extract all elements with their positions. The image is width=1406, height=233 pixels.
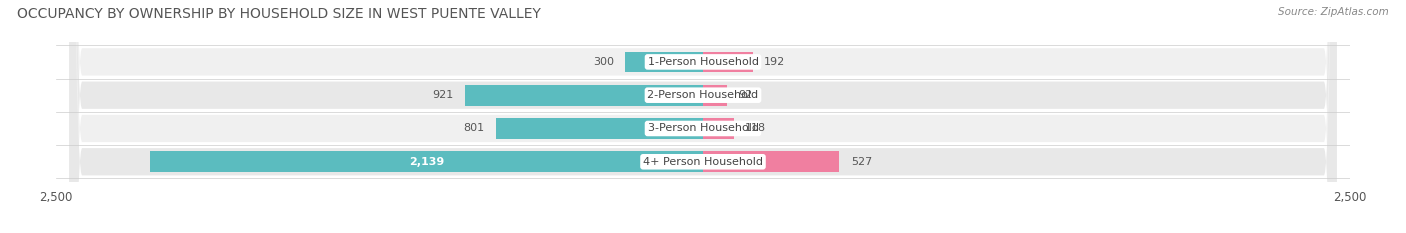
FancyBboxPatch shape bbox=[69, 0, 1337, 233]
Text: 92: 92 bbox=[738, 90, 752, 100]
Text: 2-Person Household: 2-Person Household bbox=[647, 90, 759, 100]
Text: 801: 801 bbox=[463, 123, 484, 134]
FancyBboxPatch shape bbox=[69, 0, 1337, 233]
Text: 118: 118 bbox=[745, 123, 766, 134]
Text: 4+ Person Household: 4+ Person Household bbox=[643, 157, 763, 167]
Bar bbox=[703, 85, 727, 106]
Text: 3-Person Household: 3-Person Household bbox=[648, 123, 758, 134]
Text: 192: 192 bbox=[765, 57, 786, 67]
Bar bbox=[703, 151, 839, 172]
Bar bbox=[703, 51, 752, 72]
Text: 921: 921 bbox=[432, 90, 453, 100]
FancyBboxPatch shape bbox=[69, 0, 1337, 233]
Bar bbox=[465, 85, 703, 106]
Text: 1-Person Household: 1-Person Household bbox=[648, 57, 758, 67]
Text: 2,139: 2,139 bbox=[409, 157, 444, 167]
Bar bbox=[496, 118, 703, 139]
Bar bbox=[626, 51, 703, 72]
Bar bbox=[703, 118, 734, 139]
Text: OCCUPANCY BY OWNERSHIP BY HOUSEHOLD SIZE IN WEST PUENTE VALLEY: OCCUPANCY BY OWNERSHIP BY HOUSEHOLD SIZE… bbox=[17, 7, 541, 21]
FancyBboxPatch shape bbox=[69, 0, 1337, 233]
Text: 300: 300 bbox=[593, 57, 614, 67]
Bar bbox=[149, 151, 703, 172]
Text: Source: ZipAtlas.com: Source: ZipAtlas.com bbox=[1278, 7, 1389, 17]
Text: 527: 527 bbox=[851, 157, 872, 167]
